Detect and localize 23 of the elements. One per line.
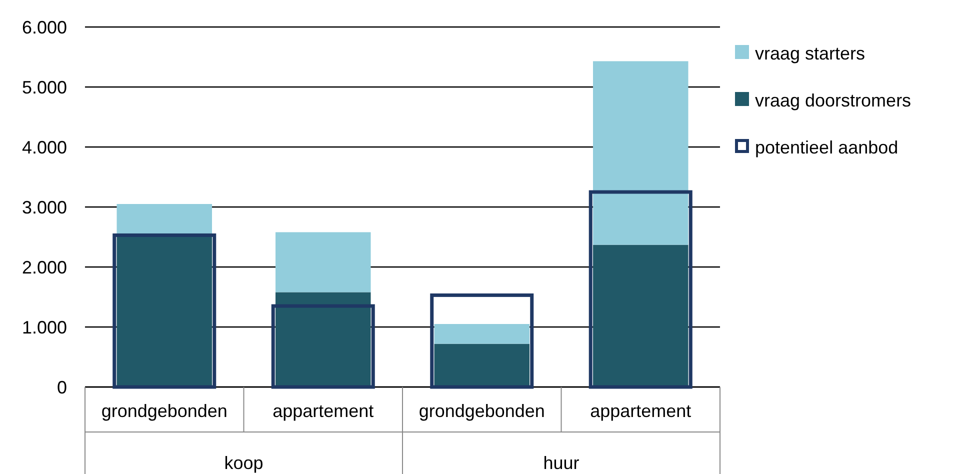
bar (593, 61, 688, 245)
y-tick-label: 3.000 (22, 197, 67, 218)
y-tick-label: 2.000 (22, 257, 67, 278)
x-tick-label: appartement (590, 401, 692, 421)
text: huur (543, 453, 580, 473)
bar (276, 232, 371, 292)
x-tick-label: grondgebonden (418, 401, 545, 421)
x-tick-label: grondgebonden (101, 401, 228, 421)
y-tick-label: 4.000 (22, 137, 67, 158)
bar (593, 244, 688, 387)
text: koop (224, 453, 264, 473)
y-tick-label: 5.000 (22, 77, 67, 98)
legend-label: vraag starters (755, 43, 866, 64)
x-tick-label: appartement (272, 401, 374, 421)
bar (434, 324, 530, 344)
bar (116, 204, 212, 236)
bar (276, 292, 371, 387)
legend-label: potentieel aanbod (755, 137, 898, 158)
y-tick-label: 1.000 (22, 317, 67, 338)
y-tick-label: 6.000 (22, 17, 67, 38)
y-tick-label: 0 (56, 377, 67, 398)
bar (434, 344, 530, 387)
legend-label: vraag doorstromers (755, 90, 912, 110)
